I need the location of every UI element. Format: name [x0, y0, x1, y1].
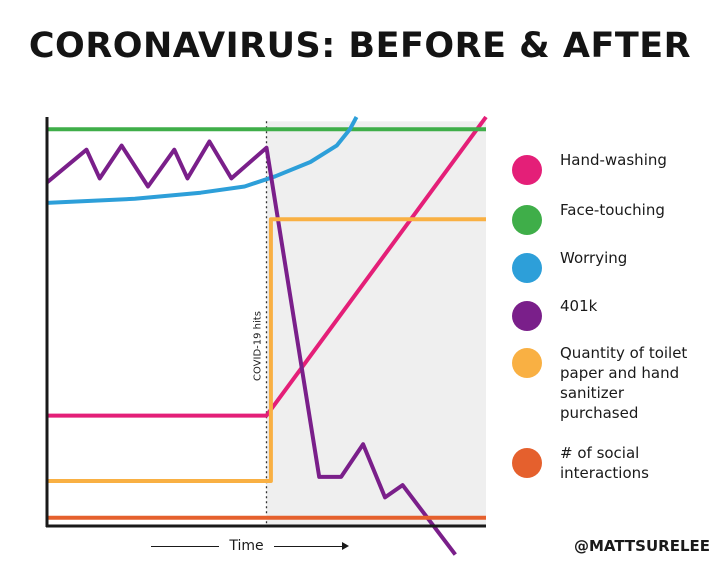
legend-item: Hand-washing	[512, 150, 702, 185]
legend-swatch	[512, 448, 542, 478]
legend-label: Worrying	[560, 249, 628, 267]
legend-swatch	[512, 253, 542, 283]
legend-label: Quantity of toilet paper and hand saniti…	[560, 344, 688, 422]
legend-item: Quantity of toilet paper and hand saniti…	[512, 343, 702, 423]
legend-label: Face-touching	[560, 201, 665, 219]
arrow-line	[151, 545, 220, 547]
legend-item: 401k	[512, 296, 702, 331]
series-line-hand-washing	[47, 115, 488, 418]
chart-title: CORONAVIRUS: BEFORE & AFTER	[28, 26, 692, 66]
legend-item: Worrying	[512, 248, 702, 283]
legend-swatch	[512, 301, 542, 331]
event-marker-label: COVID-19 hits	[253, 311, 264, 381]
legend-item: # of social interactions	[512, 443, 702, 483]
legend-label: # of social interactions	[560, 444, 649, 482]
author-credit: @MATTSURELEE	[573, 537, 710, 555]
legend-label: Hand-washing	[560, 151, 667, 169]
after-region-shading	[266, 121, 486, 527]
legend-swatch	[512, 155, 542, 185]
legend-label: 401k	[560, 297, 598, 315]
series-line-quantity-of-toilet-paper-and-hand-sanitizer-purchased	[47, 217, 486, 483]
legend-item: Face-touching	[512, 200, 702, 235]
legend-swatch	[512, 348, 542, 378]
series-line-worrying	[46, 116, 359, 205]
arrow-right-icon	[341, 542, 349, 550]
legend-swatch	[512, 205, 542, 235]
arrow-line	[273, 545, 342, 547]
x-axis-label: Time	[150, 538, 350, 554]
series-line-401k	[45, 139, 457, 556]
x-axis-title: Time	[229, 538, 264, 554]
